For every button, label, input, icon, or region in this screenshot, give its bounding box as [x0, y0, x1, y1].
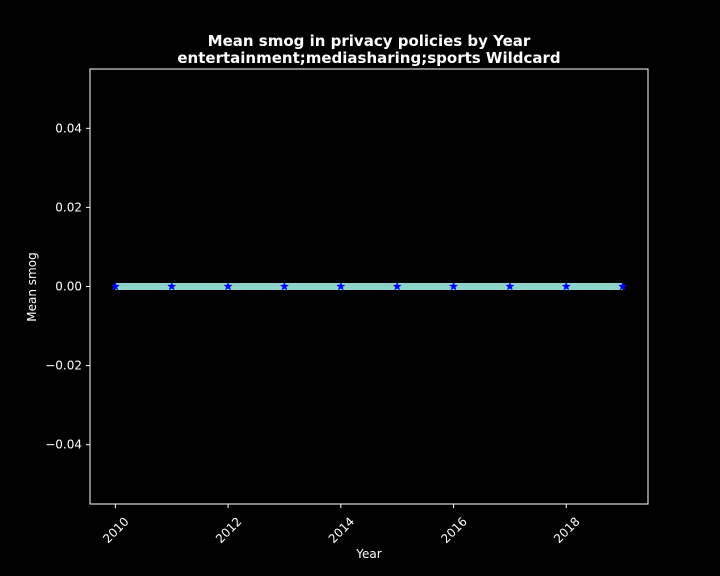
y-tick-label: 0.00	[55, 280, 82, 294]
data-point	[561, 281, 571, 291]
data-point	[279, 281, 290, 291]
data-point	[223, 281, 233, 291]
chart-title: Mean smog in privacy policies by Year	[208, 32, 531, 50]
data-point	[392, 281, 402, 291]
y-tick-label: 0.02	[55, 200, 82, 214]
y-tick-label: −0.02	[45, 359, 82, 373]
chart-subtitle: entertainment;mediasharing;sports Wildca…	[177, 49, 560, 67]
y-tick-label: 0.04	[55, 121, 82, 135]
data-point	[167, 281, 177, 291]
y-axis-label: Mean smog	[25, 252, 39, 321]
y-axis: −0.04 −0.02 0.00 0.02 0.04	[45, 121, 90, 452]
data-point	[110, 281, 121, 291]
y-tick-label: −0.04	[45, 438, 82, 452]
plot-area	[110, 281, 628, 291]
x-axis-label: Year	[355, 547, 381, 561]
data-point	[617, 281, 628, 291]
data-point	[336, 281, 346, 291]
data-point	[505, 281, 515, 291]
data-point	[448, 281, 459, 291]
